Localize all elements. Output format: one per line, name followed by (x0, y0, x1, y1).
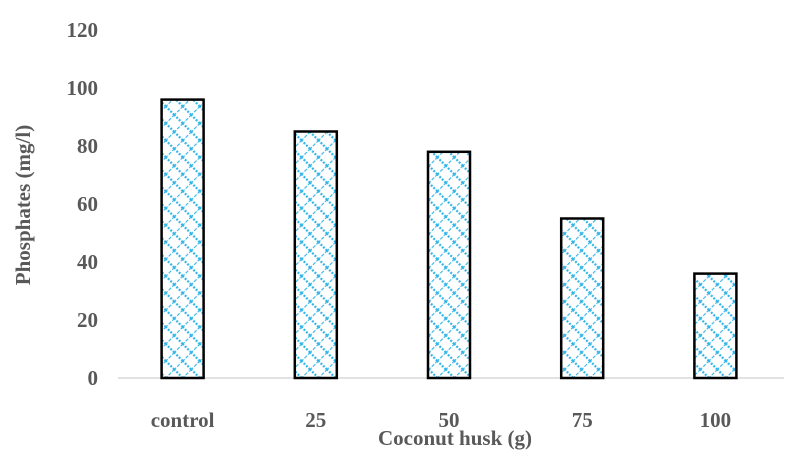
bar-25 (293, 130, 339, 380)
y-tick-label: 20 (77, 308, 98, 332)
x-tick-label: 50 (439, 408, 460, 432)
bar-50 (426, 150, 472, 380)
x-axis-title: Coconut husk (g) (378, 426, 532, 450)
x-tick-label: 75 (572, 408, 593, 432)
y-tick-label: 120 (67, 18, 99, 42)
x-tick-label: 25 (305, 408, 326, 432)
plot-area: 0 20 40 60 80 100 120 control 25 50 75 100 (67, 18, 784, 432)
bar-75 (559, 217, 605, 380)
x-axis-labels: control 25 50 75 100 (151, 408, 731, 432)
bar-100 (693, 272, 738, 380)
y-tick-label: 100 (67, 76, 99, 100)
y-axis-ticks: 0 20 40 60 80 100 120 (67, 18, 99, 390)
bar-control (160, 98, 205, 380)
x-tick-label: control (151, 408, 215, 432)
y-tick-label: 0 (88, 366, 99, 390)
y-tick-label: 60 (77, 192, 98, 216)
bars (160, 98, 738, 380)
y-tick-label: 40 (77, 250, 98, 274)
x-tick-label: 100 (700, 408, 732, 432)
y-axis-title: Phosphates (mg/l) (11, 125, 35, 285)
y-tick-label: 80 (77, 134, 98, 158)
